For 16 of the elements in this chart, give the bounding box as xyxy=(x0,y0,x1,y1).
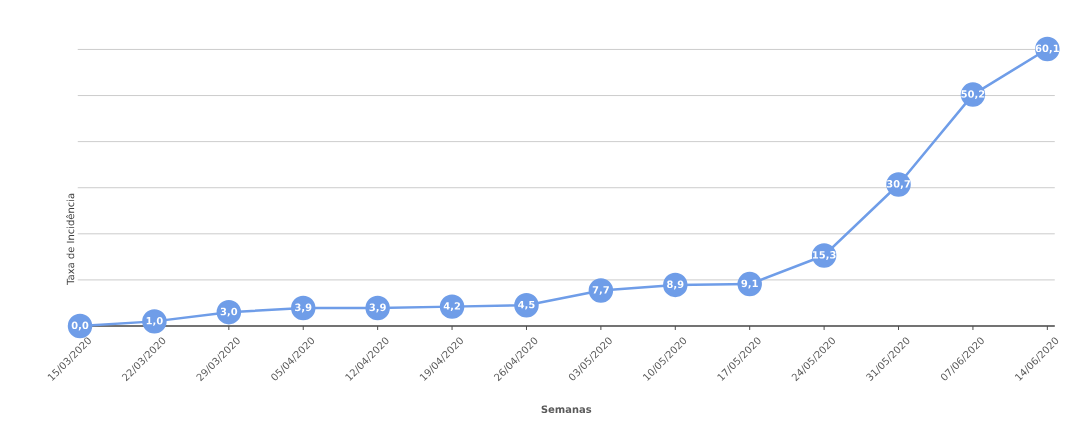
y-axis-title: Taxa de Incidência xyxy=(66,193,75,285)
data-label: 9,1 xyxy=(741,279,758,289)
data-label: 3,9 xyxy=(369,303,386,313)
data-label: 50,2 xyxy=(961,90,985,100)
data-label: 8,9 xyxy=(667,280,684,290)
data-label: 15,3 xyxy=(812,251,836,260)
data-label: 30,7 xyxy=(886,180,911,189)
data-label: 3,0 xyxy=(220,307,238,317)
data-label: 1,0 xyxy=(146,316,163,326)
data-label: 7,7 xyxy=(592,286,609,295)
data-label: 4,5 xyxy=(518,300,535,310)
data-label: 4,2 xyxy=(443,302,461,312)
x-axis-title: Semanas xyxy=(541,405,592,414)
data-label: 3,9 xyxy=(295,303,312,313)
data-label: 0,0 xyxy=(71,321,89,331)
data-label: 60,1 xyxy=(1035,44,1059,54)
